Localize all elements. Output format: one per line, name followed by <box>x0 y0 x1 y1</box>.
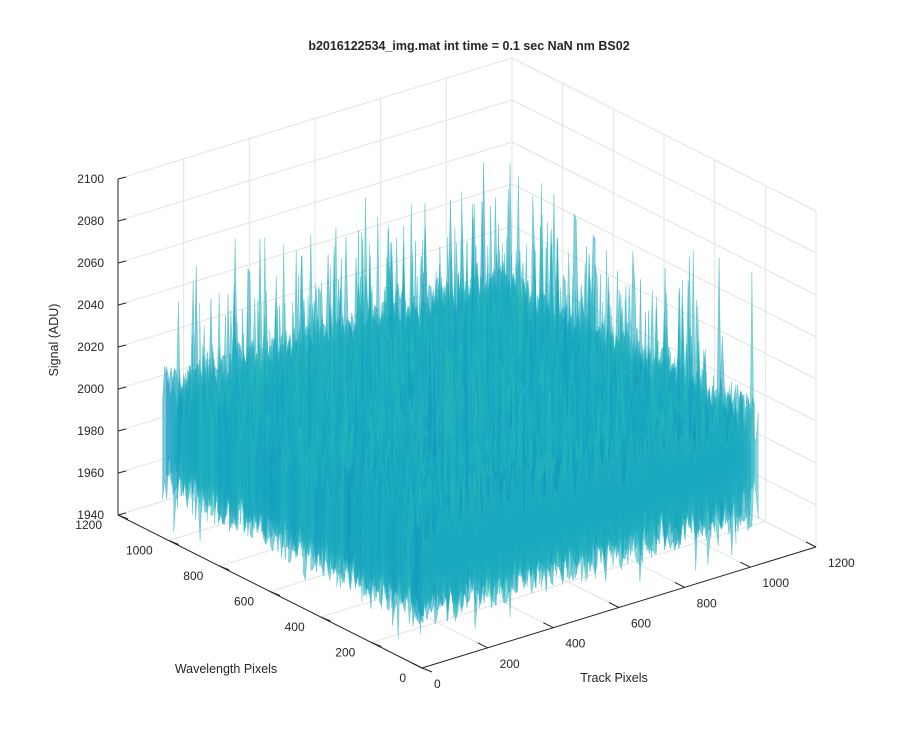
x-tick <box>805 541 817 548</box>
z-tick-label: 2020 <box>77 340 104 354</box>
z-axis-label: Signal (ADU) <box>47 304 61 377</box>
z-tick <box>117 218 127 222</box>
z-tick-label: 2060 <box>77 256 104 270</box>
x-tick <box>740 561 751 568</box>
z-tick <box>117 176 127 180</box>
tick-labels: 1940196019802000202020402060208021000200… <box>75 172 855 691</box>
y-tick-label: 1000 <box>126 544 153 558</box>
z-tick <box>117 512 127 516</box>
grid-line <box>117 225 513 348</box>
grid-line <box>511 141 817 296</box>
z-tick <box>117 344 127 348</box>
x-tick <box>608 602 620 608</box>
x-tick-label: 1200 <box>828 556 855 570</box>
z-tick <box>117 470 127 474</box>
x-tick-label: 200 <box>500 657 520 671</box>
y-tick-label: 400 <box>285 620 305 634</box>
y-tick <box>117 514 129 520</box>
y-tick <box>219 565 230 571</box>
z-tick-label: 1980 <box>77 424 104 438</box>
chart-title: b2016122534_img.mat int time = 0.1 sec N… <box>308 39 629 53</box>
y-tick <box>320 616 331 622</box>
y-axis-label: Wavelength Pixels <box>175 662 277 676</box>
z-tick <box>117 302 127 306</box>
grid-line <box>511 99 817 254</box>
x-tick <box>543 622 554 629</box>
z-tick <box>117 260 127 264</box>
y-tick-label: 800 <box>183 569 203 583</box>
x-tick-label: 800 <box>697 596 717 610</box>
grid-line <box>511 183 817 338</box>
axes <box>117 176 817 673</box>
x-axis-label: Track Pixels <box>580 671 648 685</box>
x-tick <box>411 662 423 669</box>
z-tick <box>117 386 127 390</box>
grid-line <box>117 99 513 222</box>
y-tick-label: 1200 <box>75 518 102 532</box>
grid-line <box>511 225 817 380</box>
x-tick <box>674 581 685 588</box>
grid-line <box>511 57 817 212</box>
y-tick <box>269 591 281 596</box>
y-tick-label: 0 <box>399 671 406 685</box>
grid-line <box>117 183 513 306</box>
grid-line <box>371 521 766 643</box>
surface-strip <box>421 272 759 622</box>
y-tick-label: 600 <box>234 595 254 609</box>
z-tick-label: 2000 <box>77 382 104 396</box>
y-tick <box>168 540 179 545</box>
x-tick-label: 600 <box>631 617 651 631</box>
z-tick-label: 2080 <box>77 214 104 228</box>
z-tick-label: 2040 <box>77 298 104 312</box>
z-tick <box>117 428 127 432</box>
y-tick <box>371 642 382 647</box>
z-tick-label: 2100 <box>77 172 104 186</box>
surface <box>162 162 759 640</box>
y-tick-label: 200 <box>335 646 355 660</box>
x-tick-label: 0 <box>434 677 441 691</box>
grid-line <box>117 141 513 264</box>
z-tick-label: 1960 <box>77 466 104 480</box>
x-tick <box>477 642 488 649</box>
z-tick-label: 1940 <box>77 508 104 522</box>
x-tick-label: 400 <box>565 637 585 651</box>
x-tick-label: 1000 <box>762 576 789 590</box>
grid-line <box>117 57 513 180</box>
y-tick <box>421 667 433 673</box>
